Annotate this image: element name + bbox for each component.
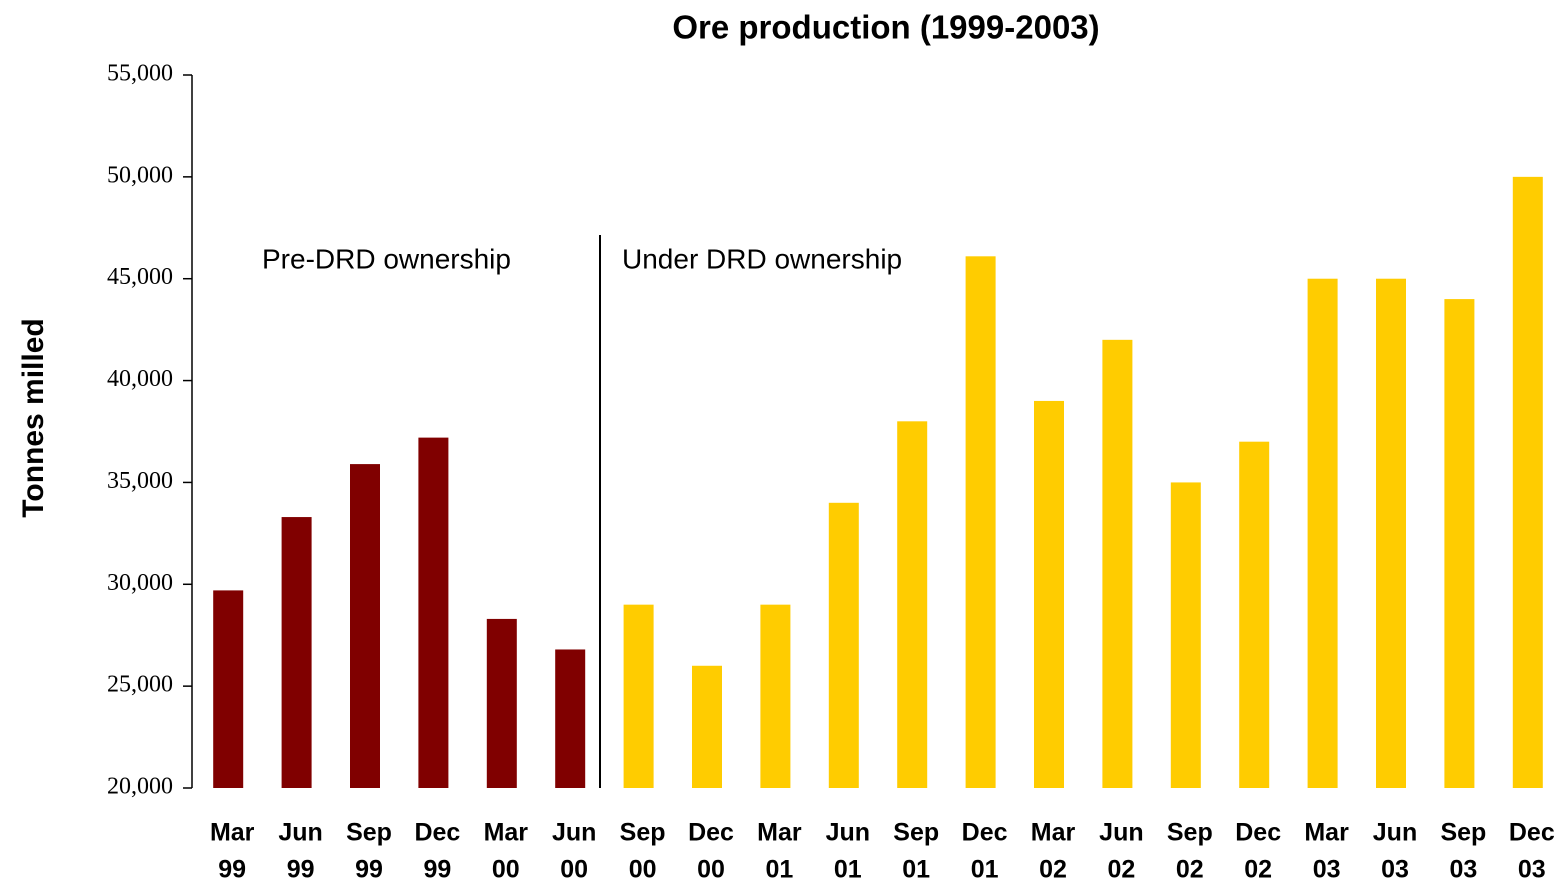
x-tick-label: 03 — [1381, 856, 1409, 884]
x-tick-label: Sep — [893, 819, 939, 847]
x-tick-label: 00 — [697, 856, 725, 884]
bar — [760, 604, 791, 788]
x-tick-label: 99 — [423, 856, 451, 884]
y-tick-label: 50,000 — [107, 162, 173, 188]
bar — [418, 437, 449, 788]
bar — [828, 502, 859, 788]
x-tick-label: Jun — [552, 819, 596, 847]
x-tick-label: 00 — [560, 856, 588, 884]
x-tick-label: Sep — [346, 819, 392, 847]
x-tick-label: Mar — [210, 819, 255, 847]
x-tick-label: Dec — [688, 819, 734, 847]
x-tick-label: Dec — [962, 819, 1008, 847]
bar — [1376, 278, 1406, 788]
x-tick-label: Jun — [1373, 819, 1417, 847]
y-tick-label: 30,000 — [107, 570, 173, 596]
annotation: Under DRD ownership — [622, 243, 902, 274]
x-tick-label: Mar — [1304, 819, 1349, 847]
x-tick-label: 02 — [1107, 856, 1135, 884]
x-tick-label: 03 — [1313, 856, 1341, 884]
bar — [897, 421, 928, 788]
bar — [623, 604, 654, 788]
x-tick-label: Mar — [757, 819, 802, 847]
x-tick-label: 00 — [629, 856, 657, 884]
bar — [486, 618, 517, 788]
bar — [1512, 176, 1543, 788]
bar — [1444, 299, 1475, 788]
annotation: Pre-DRD ownership — [262, 243, 511, 274]
x-tick-label: 01 — [765, 856, 793, 884]
x-tick-label: Sep — [1440, 819, 1486, 847]
x-tick-label: Sep — [620, 819, 666, 847]
bar — [1102, 339, 1133, 788]
bar — [1307, 278, 1338, 788]
x-tick-label: Jun — [826, 819, 870, 847]
bar — [350, 464, 380, 788]
y-axis-title: Tonnes milled — [17, 318, 50, 517]
y-tick-label: 55,000 — [107, 61, 173, 87]
bar — [555, 649, 586, 788]
x-tick-label: 99 — [218, 856, 246, 884]
bar — [1170, 482, 1201, 788]
y-tick-label: 25,000 — [107, 672, 173, 698]
bar — [692, 665, 722, 788]
x-tick-label: Jun — [278, 819, 322, 847]
x-tick-label: 01 — [902, 856, 930, 884]
y-tick-label: 40,000 — [107, 366, 173, 392]
x-tick-label: 02 — [1039, 856, 1067, 884]
bar — [1034, 400, 1064, 788]
x-tick-label: 00 — [492, 856, 520, 884]
x-tick-label: 02 — [1244, 856, 1272, 884]
x-tick-label: 02 — [1176, 856, 1204, 884]
x-tick-label: Jun — [1099, 819, 1143, 847]
x-tick-label: 03 — [1449, 856, 1477, 884]
bar — [281, 517, 312, 788]
x-tick-label: 01 — [971, 856, 999, 884]
x-tick-label: 99 — [287, 856, 315, 884]
y-tick-label: 45,000 — [107, 264, 173, 290]
x-tick-label: 01 — [834, 856, 862, 884]
bar — [1239, 441, 1270, 788]
y-tick-label: 20,000 — [107, 774, 173, 800]
x-tick-label: 03 — [1518, 856, 1546, 884]
y-tick-label: 35,000 — [107, 468, 173, 494]
bar — [965, 256, 996, 788]
x-tick-label: 99 — [355, 856, 383, 884]
x-tick-label: Sep — [1167, 819, 1213, 847]
x-tick-label: Dec — [414, 819, 460, 847]
x-tick-label: Mar — [1031, 819, 1076, 847]
x-tick-label: Dec — [1509, 819, 1555, 847]
x-tick-label: Mar — [484, 819, 529, 847]
x-tick-label: Dec — [1235, 819, 1281, 847]
bar — [213, 590, 244, 788]
chart-title: Ore production (1999-2003) — [672, 9, 1099, 46]
